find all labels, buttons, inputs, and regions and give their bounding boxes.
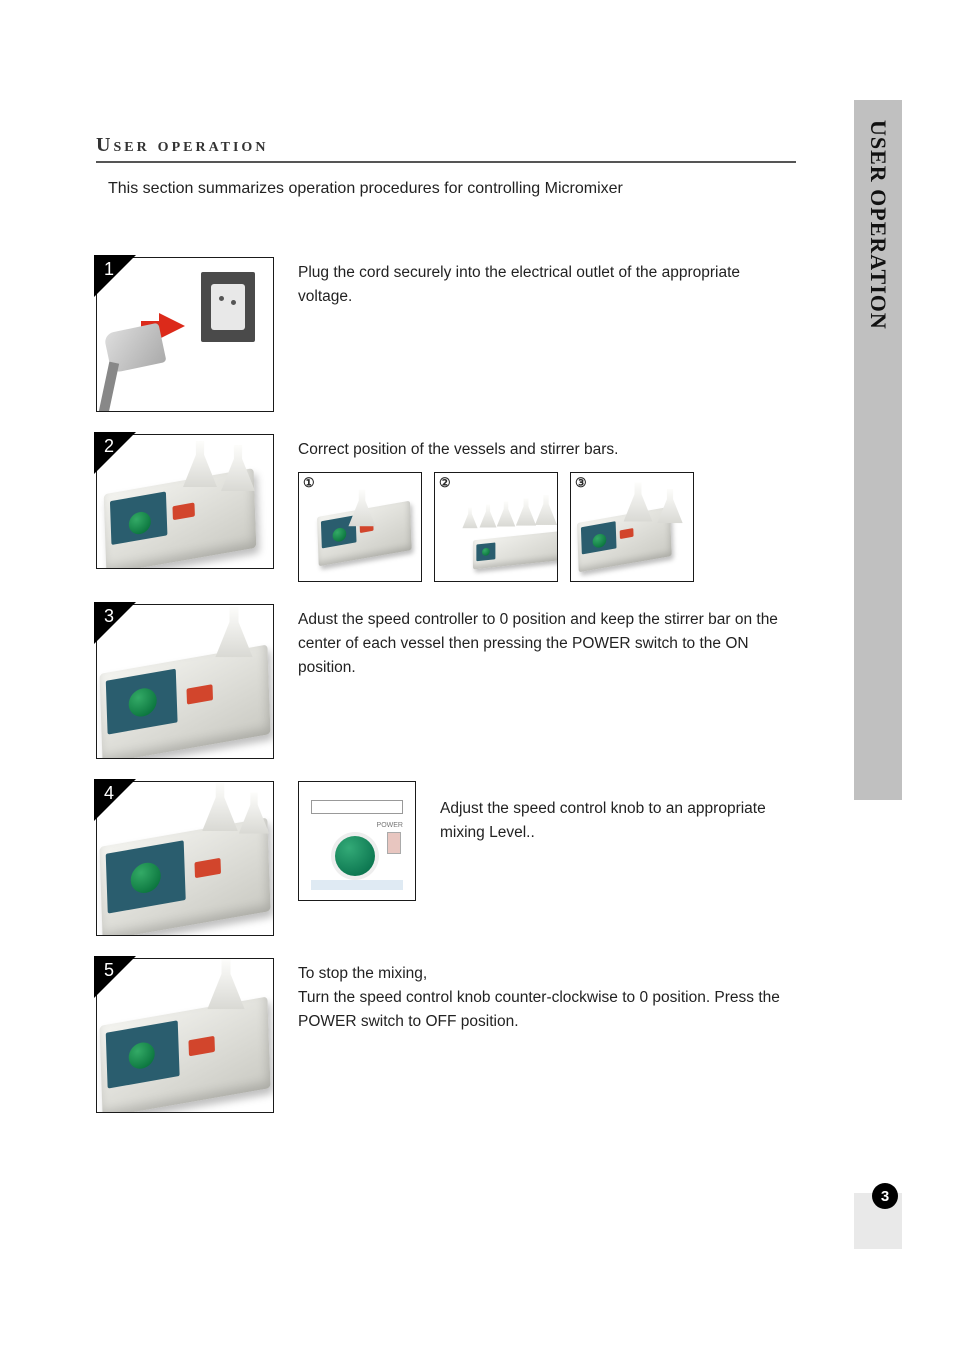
step-2-figure: 2 <box>96 434 274 569</box>
step-4-aux-figure: POWER <box>298 781 416 901</box>
step-badge-icon <box>94 956 136 998</box>
flask-icon <box>239 792 270 833</box>
step-badge-icon <box>94 779 136 821</box>
arrow-icon <box>159 313 185 339</box>
speed-knob-icon <box>335 836 375 876</box>
step-3: 3 Adust the speed controller to 0 positi… <box>96 604 796 759</box>
flask-icon <box>462 508 477 529</box>
step-5-body: To stop the mixing, Turn the speed contr… <box>298 958 796 1034</box>
flask-icon <box>516 498 536 526</box>
sub-figure-2: ② <box>434 472 558 582</box>
mixer-icon <box>577 507 672 573</box>
sub-label-1: ① <box>303 475 315 491</box>
side-tab: USER OPERATION <box>854 100 902 800</box>
flask-icon <box>497 501 516 526</box>
mixer-icon <box>99 997 270 1113</box>
outlet-icon <box>201 272 255 342</box>
section-title: User operation <box>96 134 796 159</box>
flask-icon <box>202 783 238 831</box>
side-tab-label: USER OPERATION <box>865 120 891 330</box>
mixer-long-icon <box>473 529 558 570</box>
step-4-figure: 4 <box>96 781 274 936</box>
step-2: 2 Correct position of the vessels and st… <box>96 434 796 582</box>
step-3-text: Adust the speed controller to 0 position… <box>298 604 796 680</box>
aux-display-icon <box>311 800 403 814</box>
page-content: User operation This section summarizes o… <box>96 134 796 1113</box>
page-number: 3 <box>872 1183 898 1209</box>
flask-icon <box>657 489 683 524</box>
step-2-body: Correct position of the vessels and stir… <box>298 434 796 582</box>
step-2-number: 2 <box>104 436 114 457</box>
step-4-number: 4 <box>104 783 114 804</box>
step-5-text-b: Turn the speed control knob counter-cloc… <box>298 986 796 1034</box>
flask-icon <box>215 607 252 658</box>
step-5-number: 5 <box>104 960 114 981</box>
flask-icon <box>535 495 557 525</box>
step-badge-icon <box>94 255 136 297</box>
flask-icon <box>624 482 653 521</box>
sub-figure-1: ① <box>298 472 422 582</box>
cord-icon <box>97 362 119 412</box>
aux-power-label: POWER <box>377 822 403 829</box>
step-1-text: Plug the cord securely into the electric… <box>298 257 796 309</box>
step-badge-icon <box>94 432 136 474</box>
step-badge-icon <box>94 602 136 644</box>
flask-icon <box>480 505 497 528</box>
intro-text: This section summarizes operation proced… <box>108 177 796 201</box>
step-4-text: Adjust the speed control knob to an appr… <box>440 781 796 845</box>
flask-icon <box>183 441 217 487</box>
step-2-text: Correct position of the vessels and stir… <box>298 434 796 462</box>
step-4: 4 POWER Adjust the speed control knob to… <box>96 781 796 936</box>
step-3-figure: 3 <box>96 604 274 759</box>
flask-icon <box>207 959 244 1010</box>
section-rule <box>96 161 796 163</box>
step-2-subfigures: ① ② ③ <box>298 472 796 582</box>
power-switch-icon <box>387 832 401 854</box>
sub-figure-3: ③ <box>570 472 694 582</box>
step-5-text-a: To stop the mixing, <box>298 958 796 986</box>
mixer-icon <box>99 818 270 936</box>
step-5-figure: 5 <box>96 958 274 1113</box>
step-5: 5 To stop the mixing, Turn the speed con… <box>96 958 796 1113</box>
step-1: 1 Plug the cord securely into the electr… <box>96 257 796 412</box>
mixer-icon <box>99 645 270 759</box>
step-1-number: 1 <box>104 259 114 280</box>
aux-base-icon <box>311 880 403 890</box>
step-1-figure: 1 <box>96 257 274 412</box>
sub-label-2: ② <box>439 475 451 491</box>
step-3-number: 3 <box>104 606 114 627</box>
sub-label-3: ③ <box>575 475 587 491</box>
